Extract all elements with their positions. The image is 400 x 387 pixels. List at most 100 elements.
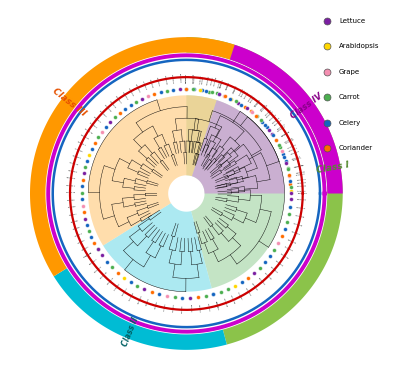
Text: Celery: Celery bbox=[339, 120, 361, 126]
Text: DcARF39: DcARF39 bbox=[222, 298, 227, 308]
Text: DcARF14: DcARF14 bbox=[69, 162, 79, 166]
Text: LaARF10: LaARF10 bbox=[138, 295, 142, 304]
Text: Carrot: Carrot bbox=[339, 94, 360, 100]
Text: DcARF23: DcARF23 bbox=[103, 104, 111, 113]
Text: AgARF2: AgARF2 bbox=[81, 246, 89, 251]
Text: CsARF16: CsARF16 bbox=[94, 265, 102, 272]
Text: LaARF14: LaARF14 bbox=[277, 124, 286, 130]
Text: CsARF17: CsARF17 bbox=[289, 147, 298, 152]
Text: CsARF38: CsARF38 bbox=[206, 75, 210, 85]
Text: DcARF11: DcARF11 bbox=[260, 104, 268, 112]
Text: CsARF12: CsARF12 bbox=[278, 125, 286, 132]
Text: DcARF2: DcARF2 bbox=[206, 302, 209, 311]
Text: AgARF28: AgARF28 bbox=[287, 238, 297, 244]
Text: CsARF21: CsARF21 bbox=[93, 116, 102, 123]
Text: AgARF24: AgARF24 bbox=[109, 100, 116, 108]
Text: CsARF20: CsARF20 bbox=[296, 178, 306, 181]
Polygon shape bbox=[54, 268, 227, 350]
Polygon shape bbox=[103, 203, 212, 292]
Text: LaARF34: LaARF34 bbox=[258, 277, 265, 286]
Text: CsARF10: CsARF10 bbox=[270, 113, 278, 121]
Text: Coriander: Coriander bbox=[339, 145, 373, 151]
Text: DcARF32: DcARF32 bbox=[163, 74, 166, 85]
Text: VcARF20: VcARF20 bbox=[296, 173, 306, 176]
Text: DcARF4: DcARF4 bbox=[210, 77, 213, 86]
Text: DcARF4: DcARF4 bbox=[75, 233, 83, 237]
Text: AgARF10: AgARF10 bbox=[254, 98, 262, 106]
Text: CsARF12: CsARF12 bbox=[266, 110, 274, 118]
Text: CsARF5: CsARF5 bbox=[72, 226, 81, 230]
Text: LaARF17: LaARF17 bbox=[292, 158, 302, 161]
Text: CsARF11: CsARF11 bbox=[66, 185, 76, 187]
Polygon shape bbox=[230, 45, 343, 194]
Text: CsARF18: CsARF18 bbox=[292, 156, 301, 160]
Text: DcARF14: DcARF14 bbox=[284, 137, 294, 143]
Text: VcARF29: VcARF29 bbox=[284, 246, 293, 252]
Text: CsARF33: CsARF33 bbox=[171, 74, 173, 84]
Text: CsARF24: CsARF24 bbox=[296, 207, 306, 209]
Text: CsARF12: CsARF12 bbox=[122, 287, 128, 296]
Text: Class IV: Class IV bbox=[289, 92, 324, 121]
Text: DcARF6: DcARF6 bbox=[172, 304, 174, 312]
Text: DcARF25: DcARF25 bbox=[295, 215, 305, 218]
Text: AtARF7: AtARF7 bbox=[233, 86, 238, 94]
Text: LaARF34: LaARF34 bbox=[178, 73, 180, 83]
Text: CsARF5: CsARF5 bbox=[244, 92, 250, 99]
Text: VcARF7: VcARF7 bbox=[164, 302, 166, 311]
Text: LaARF22: LaARF22 bbox=[297, 193, 307, 194]
Text: DcARF4: DcARF4 bbox=[238, 88, 244, 96]
Text: DcARF33: DcARF33 bbox=[264, 272, 272, 280]
Text: DcARF19: DcARF19 bbox=[84, 128, 93, 134]
Text: AgARF7: AgARF7 bbox=[69, 213, 78, 216]
Text: AgARF8: AgARF8 bbox=[260, 104, 267, 111]
Text: CsARF1: CsARF1 bbox=[186, 74, 187, 82]
Text: DcARF21: DcARF21 bbox=[297, 186, 307, 187]
Text: AgARF12: AgARF12 bbox=[66, 177, 76, 180]
Text: DcARF11: DcARF11 bbox=[129, 291, 135, 301]
Text: AgARF21: AgARF21 bbox=[297, 182, 307, 184]
Text: CsARF31: CsARF31 bbox=[156, 76, 160, 86]
Text: DcARF36: DcARF36 bbox=[193, 73, 195, 83]
Text: DcARF10: DcARF10 bbox=[65, 192, 76, 194]
Text: LaARF6: LaARF6 bbox=[250, 96, 256, 103]
Text: CsARF9: CsARF9 bbox=[67, 199, 76, 201]
Text: AgARF13: AgARF13 bbox=[281, 131, 290, 137]
Polygon shape bbox=[30, 37, 235, 276]
Text: CsARF8: CsARF8 bbox=[155, 300, 158, 309]
Text: VcARF8: VcARF8 bbox=[68, 206, 76, 208]
Polygon shape bbox=[186, 95, 284, 288]
Text: CsARF36: CsARF36 bbox=[244, 287, 251, 296]
Text: DcARF9: DcARF9 bbox=[265, 109, 272, 116]
Text: AtARF37: AtARF37 bbox=[237, 291, 243, 300]
Text: DcARF26: DcARF26 bbox=[293, 223, 303, 227]
Text: AgARF2: AgARF2 bbox=[226, 82, 231, 91]
Text: VcARF20: VcARF20 bbox=[88, 122, 97, 128]
Text: CsARF2: CsARF2 bbox=[194, 74, 196, 83]
Text: CsARF5: CsARF5 bbox=[181, 304, 183, 313]
Text: LaARF6: LaARF6 bbox=[70, 220, 79, 223]
Text: AgARF18: AgARF18 bbox=[80, 134, 90, 140]
Text: LaARF11: LaARF11 bbox=[274, 119, 282, 126]
Polygon shape bbox=[192, 100, 284, 194]
Text: Class III: Class III bbox=[51, 86, 88, 118]
Text: AtARF13: AtARF13 bbox=[114, 282, 121, 291]
Text: AgARF30: AgARF30 bbox=[149, 78, 153, 88]
Text: VcARF15: VcARF15 bbox=[288, 144, 297, 149]
Text: Class I: Class I bbox=[316, 160, 350, 175]
Text: LaARF22: LaARF22 bbox=[98, 110, 106, 118]
Text: VcARF7: VcARF7 bbox=[255, 100, 261, 107]
Text: Grape: Grape bbox=[339, 68, 360, 75]
Text: AtARF16: AtARF16 bbox=[74, 148, 84, 153]
Text: VcARF15: VcARF15 bbox=[281, 131, 290, 137]
Text: CsARF1: CsARF1 bbox=[214, 300, 218, 309]
Text: CsARF27: CsARF27 bbox=[290, 231, 300, 235]
Text: DcARF38: DcARF38 bbox=[230, 295, 235, 305]
Text: LaARF1: LaARF1 bbox=[85, 252, 93, 257]
Text: CsARF3: CsARF3 bbox=[78, 240, 86, 244]
Text: CsARF16: CsARF16 bbox=[290, 151, 300, 155]
Text: Class II: Class II bbox=[121, 315, 141, 347]
Text: AgARF35: AgARF35 bbox=[251, 283, 258, 291]
Text: CsARF17: CsARF17 bbox=[77, 141, 86, 146]
Text: AgARF14: AgARF14 bbox=[107, 277, 114, 285]
Text: DcARF18: DcARF18 bbox=[83, 252, 93, 258]
